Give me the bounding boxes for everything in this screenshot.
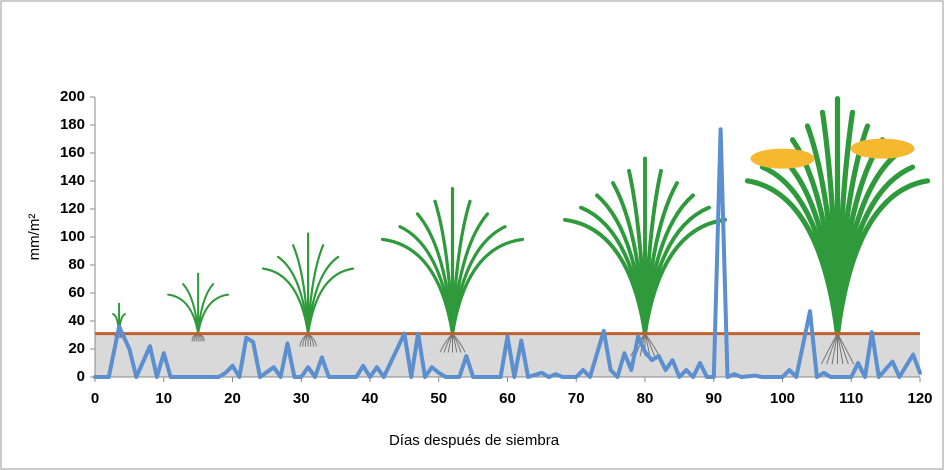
- x-tick-label: 10: [155, 390, 172, 407]
- y-tick-label: 120: [60, 200, 85, 217]
- x-tick-label: 60: [499, 390, 516, 407]
- x-tick-label: 70: [568, 390, 585, 407]
- y-tick-label: 0: [77, 368, 85, 385]
- rain-line: [93, 127, 922, 379]
- x-tick-label: 90: [705, 390, 722, 407]
- y-tick-label: 40: [68, 312, 85, 329]
- x-tick-label: 120: [907, 390, 932, 407]
- leaf: [307, 267, 355, 335]
- x-tick-label: 40: [362, 390, 379, 407]
- y-tick-label: 80: [68, 256, 85, 273]
- y-tick-label: 200: [60, 88, 85, 105]
- y-tick-label: 100: [60, 228, 85, 245]
- leaf: [197, 293, 230, 335]
- x-tick-label: 30: [293, 390, 310, 407]
- plot: 0 20 40 60 80 100 120 140 160 180 200 0 10 20 30 40 50 60…: [60, 88, 933, 407]
- plants: [112, 95, 931, 365]
- leaf: [450, 237, 525, 336]
- leaf: [834, 178, 931, 337]
- y-tick-label: 180: [60, 116, 85, 133]
- x-tick-label: 80: [637, 390, 654, 407]
- y-axis-label: mm/m²: [26, 214, 43, 261]
- y-tick-label: 140: [60, 172, 85, 189]
- x-tick-label: 50: [430, 390, 447, 407]
- x-tick-label: 20: [224, 390, 241, 407]
- x-tick-label: 110: [839, 390, 863, 407]
- y-tick-label: 60: [68, 284, 85, 301]
- y-tick-label: 20: [68, 340, 85, 357]
- leaf: [643, 217, 727, 336]
- root: [837, 333, 855, 365]
- y-tick-label: 160: [60, 144, 85, 161]
- x-tick-label: 100: [770, 390, 795, 407]
- x-tick-label: 0: [91, 390, 99, 407]
- panicle: [850, 138, 915, 159]
- x-axis-label: Días después de siembra: [389, 432, 560, 449]
- panicle: [750, 148, 815, 169]
